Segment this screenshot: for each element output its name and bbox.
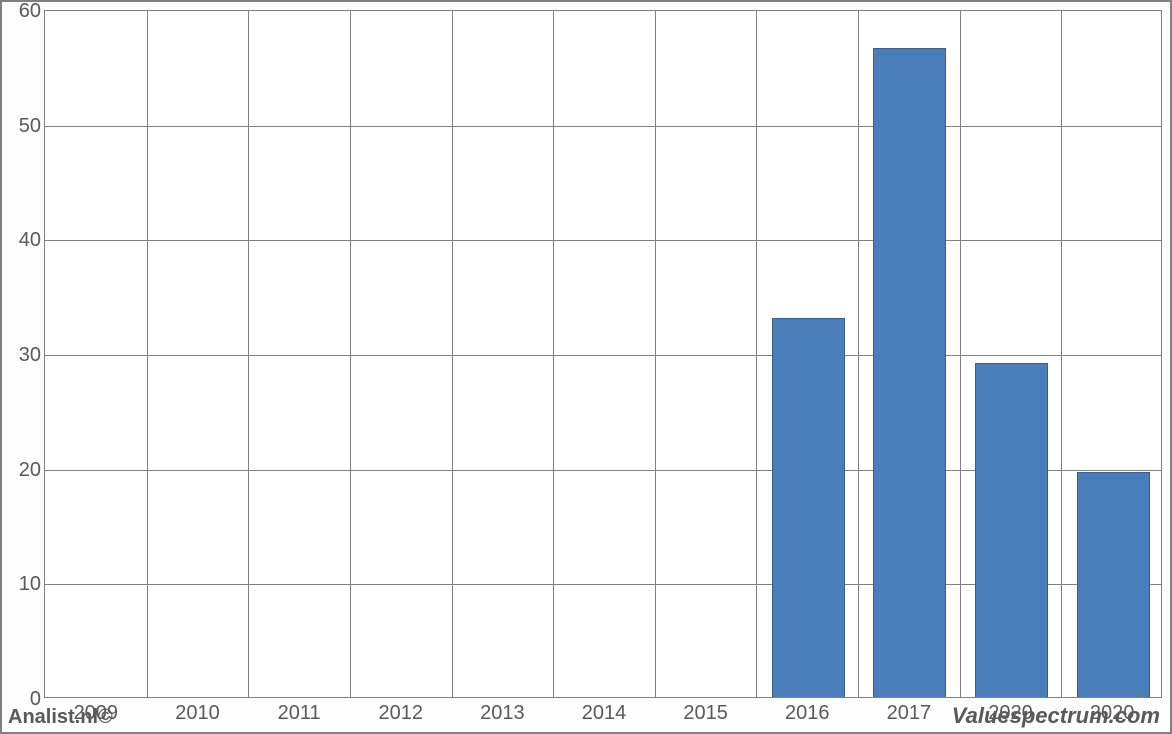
y-tick-label: 50 [7,116,41,136]
gridline-vertical [1061,11,1062,697]
bar [1077,472,1150,697]
x-tick-label: 2011 [278,703,321,723]
gridline-horizontal [45,126,1161,127]
gridline-vertical [452,11,453,697]
gridline-horizontal [45,355,1161,356]
y-tick-label: 40 [7,230,41,250]
x-tick-label: 2015 [683,703,728,723]
x-tick-label: 2010 [175,703,220,723]
x-tick-label: 2017 [887,703,932,723]
gridline-vertical [248,11,249,697]
x-tick-label: 2013 [480,703,525,723]
bar [873,48,946,697]
x-tick-label: 2012 [378,703,423,723]
bar [772,318,845,697]
gridline-vertical [960,11,961,697]
gridline-horizontal [45,240,1161,241]
gridline-vertical [147,11,148,697]
gridline-vertical [553,11,554,697]
footer-right-credit: Valuespectrum.com [952,703,1160,729]
x-tick-label: 2016 [785,703,830,723]
y-tick-label: 60 [7,1,41,21]
footer-left-credit: Analist.nl© [8,706,113,729]
bar [975,363,1048,697]
gridline-vertical [655,11,656,697]
gridline-vertical [858,11,859,697]
x-tick-label: 2014 [582,703,627,723]
y-tick-label: 30 [7,345,41,365]
chart-frame: 0102030405060200920102011201220132014201… [0,0,1172,734]
y-tick-label: 20 [7,460,41,480]
plot-area: 0102030405060200920102011201220132014201… [44,10,1162,698]
y-tick-label: 10 [7,574,41,594]
gridline-vertical [756,11,757,697]
gridline-vertical [350,11,351,697]
